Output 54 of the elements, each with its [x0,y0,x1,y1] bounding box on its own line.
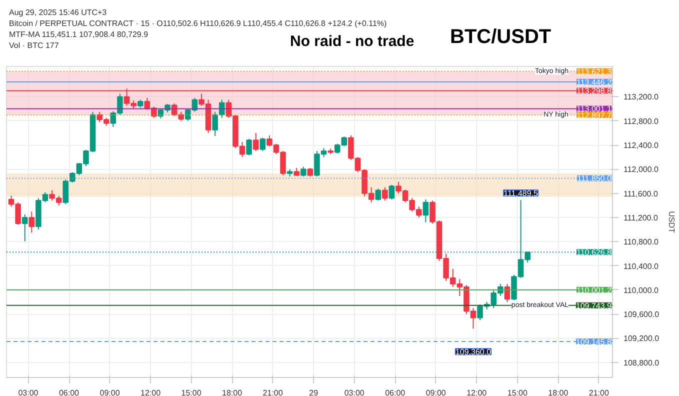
x-tick-label: 15:00 [181,388,202,396]
y-tick-label: 109,200.0 [624,334,660,344]
y-tick-label: 110,800.0 [624,238,660,247]
text: MTF-MA 115,451.1 107,908.4 80,729.9 [9,30,148,39]
y-tick-label: 108,800.0 [624,358,660,368]
y-tick-label: 112,000.0 [624,165,660,174]
text: Bitcoin / PERPETUAL CONTRACT · 15 · O110,502.6 H110,626.9 L110,455.4 C110,626.8 +124.2 (+0.11%) [9,18,387,29]
ref-line-label: 111,850.0 [577,174,612,184]
x-tick-label: 18:00 [548,388,569,396]
candlestick [300,166,306,177]
text: Vol · BTC 177 [9,41,59,50]
y-tick-label: 112,800.0 [624,116,660,126]
y-tick-label: 111,200.0 [624,213,658,222]
x-tick-label: 12:00 [466,388,488,396]
candlestick [375,188,381,202]
y-tick-label: 112,400.0 [624,141,660,150]
chart-title: BTC/USDT [450,25,552,50]
y-tick-label: 110,400.0 [624,262,660,271]
ref-line-label: 113,621.3 [576,67,612,76]
ref-line-label: 109,743.9 [576,301,612,310]
y-tick-label: 110,000.0 [624,286,660,295]
candlestick [382,186,388,202]
x-tick-label: 21:00 [262,388,284,396]
x-tick-label: 18:00 [222,388,243,396]
y-tick-label: 111,600.0 [624,189,658,198]
y-axis-title: USDT [667,211,676,233]
candlestick [246,138,252,156]
x-tick-label: 03:00 [344,388,365,396]
x-tick-label: 09:00 [100,388,120,396]
candlestick [212,111,218,136]
x-tick-label: 06:00 [58,388,80,396]
candlestick [22,214,28,242]
x-tick-label: 06:00 [385,388,406,396]
y-tick-label: 109,600.0 [624,310,660,320]
ref-line-label: 110,626.8 [576,248,612,258]
candlestick [252,132,259,152]
chart-subtitle: No raid - no trade [290,32,414,52]
ref-line-label: 112,897.7 [576,110,612,120]
ref-line-label: 109,145.8 [576,338,612,347]
x-tick-label: 09:00 [426,388,446,396]
ref-line-label: 113,298.8 [576,86,612,96]
x-tick-label: 15:00 [507,388,528,396]
candlestick [388,184,395,200]
x-tick-label: 29 [309,388,319,396]
candlestick [260,137,266,152]
x-tick-label: 03:00 [18,388,39,396]
y-tick-label: 113,200.0 [624,92,660,102]
ref-line-label: 110,001.2 [576,286,612,295]
candlestick [422,198,429,223]
x-tick-label: 12:00 [140,388,162,396]
candlestick [28,210,35,234]
text: Aug 29, 2025 15:46 UTC+3 [9,7,108,18]
x-tick-label: 21:00 [588,388,610,396]
ref-line-label: 113,446.2 [576,78,612,87]
